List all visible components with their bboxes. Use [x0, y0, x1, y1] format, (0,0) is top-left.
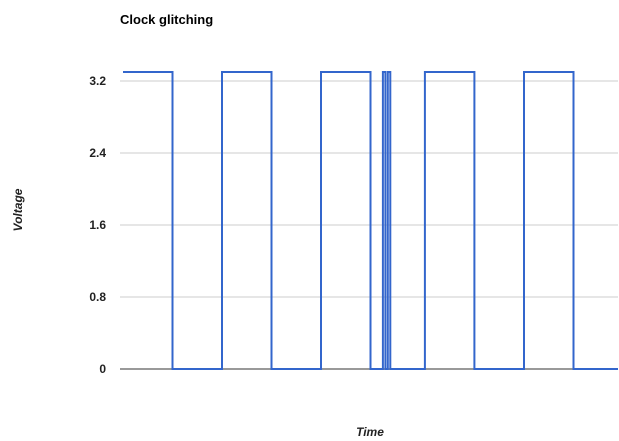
- x-axis-label: Time: [356, 425, 384, 439]
- y-tick-label: 3.2: [89, 74, 106, 88]
- y-tick-label: 0: [99, 362, 106, 376]
- y-tick-label: 2.4: [89, 146, 106, 160]
- y-axis-label: Voltage: [11, 188, 25, 231]
- chart-title: Clock glitching: [120, 12, 213, 27]
- y-tick-label: 1.6: [89, 218, 106, 232]
- series-layer: [123, 71, 618, 370]
- series-line: [123, 71, 618, 370]
- grid-lines: [120, 80, 618, 370]
- y-axis-ticks: 0 0.8 1.6 2.4 3.2: [89, 74, 106, 376]
- y-tick-label: 0.8: [89, 290, 106, 304]
